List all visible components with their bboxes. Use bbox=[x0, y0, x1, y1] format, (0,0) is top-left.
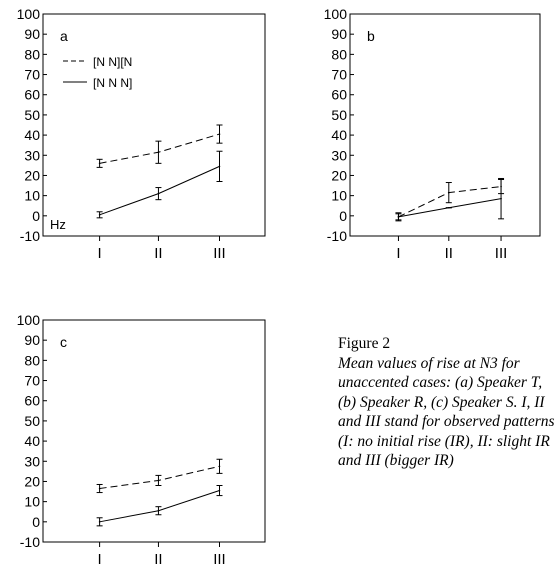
y-tick-label: 0 bbox=[339, 208, 347, 224]
y-tick-label: 90 bbox=[24, 332, 40, 348]
y-tick-label: 60 bbox=[24, 393, 40, 409]
y-tick-label: 50 bbox=[24, 413, 40, 429]
caption-title: Figure 2 bbox=[338, 335, 391, 352]
plot-frame bbox=[42, 319, 266, 543]
data-point bbox=[218, 489, 221, 492]
x-tick-label-I: I bbox=[98, 245, 102, 262]
y-tick-label: 0 bbox=[32, 514, 40, 530]
y-tick-label: -10 bbox=[20, 228, 40, 244]
y-tick-label: 10 bbox=[24, 494, 40, 510]
y-tick-label: -10 bbox=[327, 228, 347, 244]
x-tick-label-II: II bbox=[154, 245, 162, 262]
y-tick-label: 10 bbox=[24, 188, 40, 204]
y-tick-label: 80 bbox=[24, 46, 40, 62]
y-tick-label: 100 bbox=[17, 6, 41, 22]
data-point bbox=[157, 509, 160, 512]
series-line-solid bbox=[99, 490, 220, 523]
y-tick-label: 90 bbox=[331, 26, 347, 42]
x-tick-label-III: III bbox=[213, 551, 226, 565]
y-tick-label: 100 bbox=[324, 6, 348, 22]
data-point bbox=[397, 216, 400, 218]
x-tick-label-II: II bbox=[154, 551, 162, 565]
y-tick-label: 30 bbox=[331, 147, 347, 163]
y-tick-label: 70 bbox=[24, 373, 40, 389]
data-point bbox=[98, 487, 101, 490]
y-tick-label: 30 bbox=[24, 147, 40, 163]
panel-label: c bbox=[60, 334, 67, 350]
y-tick-label: 10 bbox=[331, 188, 347, 204]
legend-entry: [N N N] bbox=[93, 76, 132, 90]
data-point bbox=[218, 465, 221, 468]
data-point bbox=[157, 151, 160, 154]
unit-label: Hz bbox=[50, 217, 66, 232]
panel-label: b bbox=[367, 28, 375, 44]
data-point bbox=[218, 133, 221, 135]
y-tick-label: 40 bbox=[24, 433, 40, 449]
data-point bbox=[448, 206, 450, 209]
y-tick-label: 40 bbox=[24, 127, 40, 143]
figure-caption: Figure 2 Mean values of rise at N3 for u… bbox=[338, 334, 556, 471]
x-tick-label-I: I bbox=[98, 551, 102, 565]
caption-body: Mean values of rise at N3 for unaccented… bbox=[338, 354, 555, 470]
series-line-solid bbox=[99, 165, 220, 216]
plot-frame bbox=[42, 13, 266, 237]
y-tick-label: 70 bbox=[24, 67, 40, 83]
series-line-dashed bbox=[99, 133, 220, 164]
y-tick-label: 0 bbox=[32, 208, 40, 224]
y-tick-label: 100 bbox=[17, 312, 41, 328]
data-point bbox=[218, 165, 221, 168]
y-tick-label: 80 bbox=[24, 352, 40, 368]
y-tick-label: 20 bbox=[331, 167, 347, 183]
data-point bbox=[98, 162, 101, 165]
data-point bbox=[448, 191, 450, 194]
y-tick-label: 40 bbox=[331, 127, 347, 143]
y-tick-label: 20 bbox=[24, 473, 40, 489]
y-tick-label: 50 bbox=[24, 107, 40, 123]
x-tick-label-II: II bbox=[445, 245, 453, 262]
data-point bbox=[500, 197, 502, 200]
panel-label: a bbox=[60, 28, 68, 44]
data-point bbox=[98, 521, 101, 523]
y-tick-label: 60 bbox=[331, 87, 347, 103]
y-tick-label: 20 bbox=[24, 167, 40, 183]
data-point bbox=[98, 214, 101, 216]
legend-entry: [N N][N bbox=[93, 55, 132, 69]
x-tick-label-III: III bbox=[213, 245, 226, 262]
y-tick-label: 50 bbox=[331, 107, 347, 123]
plot-frame bbox=[349, 13, 541, 237]
data-point bbox=[157, 192, 160, 195]
y-tick-label: 90 bbox=[24, 26, 40, 42]
data-point bbox=[157, 479, 160, 482]
y-tick-label: -10 bbox=[20, 534, 40, 550]
y-tick-label: 80 bbox=[331, 46, 347, 62]
y-tick-label: 70 bbox=[331, 67, 347, 83]
x-tick-label-III: III bbox=[495, 245, 508, 262]
y-tick-label: 60 bbox=[24, 87, 40, 103]
y-tick-label: 30 bbox=[24, 453, 40, 469]
x-tick-label-I: I bbox=[396, 245, 400, 262]
